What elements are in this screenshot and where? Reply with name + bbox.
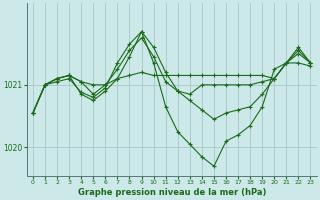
X-axis label: Graphe pression niveau de la mer (hPa): Graphe pression niveau de la mer (hPa) (77, 188, 266, 197)
